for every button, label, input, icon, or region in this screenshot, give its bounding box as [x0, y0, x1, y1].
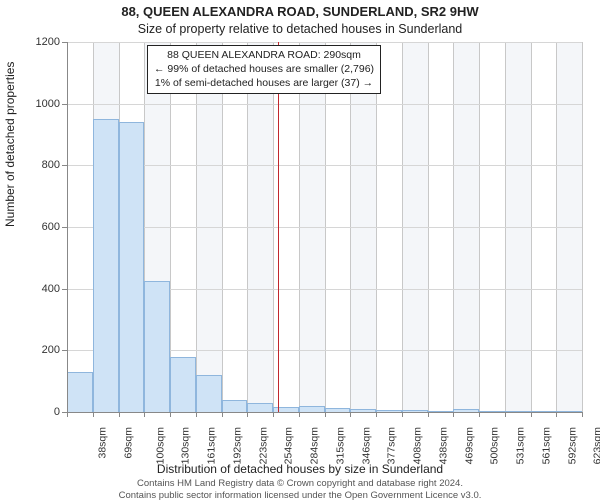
chart-title-main: 88, QUEEN ALEXANDRA ROAD, SUNDERLAND, SR…	[0, 4, 600, 19]
y-tick-label: 1000	[10, 98, 60, 110]
histogram-bar	[196, 375, 222, 412]
x-tick-label: 254sqm	[283, 427, 295, 464]
x-tick-mark	[144, 412, 145, 417]
x-tick-mark	[350, 412, 351, 417]
plot-area	[67, 42, 582, 412]
histogram-bar	[247, 403, 273, 412]
grid-line-horizontal	[67, 42, 582, 43]
x-tick-mark	[479, 412, 480, 417]
y-tick-label: 800	[10, 159, 60, 171]
histogram-bar	[222, 400, 248, 412]
x-tick-mark	[67, 412, 68, 417]
histogram-bar	[170, 357, 196, 413]
y-tick-label: 200	[10, 344, 60, 356]
x-tick-label: 531sqm	[514, 427, 526, 464]
x-tick-mark	[582, 412, 583, 417]
annotation-line-2: ← 99% of detached houses are smaller (2,…	[154, 62, 374, 76]
y-axis-line	[67, 42, 68, 412]
grid-line-vertical	[582, 42, 583, 412]
chart-title-sub: Size of property relative to detached ho…	[0, 22, 600, 36]
annotation-line-3: 1% of semi-detached houses are larger (3…	[154, 76, 374, 90]
x-tick-label: 438sqm	[437, 427, 449, 464]
annotation-line-1: 88 QUEEN ALEXANDRA ROAD: 290sqm	[154, 48, 374, 62]
x-tick-label: 161sqm	[205, 427, 217, 464]
x-tick-label: 284sqm	[308, 427, 320, 464]
x-tick-label: 561sqm	[540, 427, 552, 464]
x-tick-mark	[428, 412, 429, 417]
x-tick-mark	[273, 412, 274, 417]
x-tick-mark	[402, 412, 403, 417]
marker-line	[278, 42, 280, 412]
x-tick-mark	[119, 412, 120, 417]
grid-line-horizontal	[67, 165, 582, 166]
footer-line-2: Contains public sector information licen…	[0, 490, 600, 501]
x-tick-label: 223sqm	[257, 427, 269, 464]
x-tick-mark	[196, 412, 197, 417]
x-axis-label: Distribution of detached houses by size …	[0, 462, 600, 476]
x-tick-label: 592sqm	[566, 427, 578, 464]
x-tick-mark	[556, 412, 557, 417]
y-axis-label: Number of detached properties	[3, 62, 17, 227]
y-tick-label: 1200	[10, 36, 60, 48]
x-tick-label: 346sqm	[360, 427, 372, 464]
histogram-bar	[67, 372, 93, 412]
y-tick-label: 0	[10, 406, 60, 418]
x-tick-mark	[505, 412, 506, 417]
histogram-bar	[144, 281, 170, 412]
x-tick-label: 192sqm	[231, 427, 243, 464]
y-tick-label: 400	[10, 283, 60, 295]
x-tick-label: 69sqm	[122, 427, 134, 459]
grid-line-horizontal	[67, 104, 582, 105]
x-tick-label: 315sqm	[334, 427, 346, 464]
x-tick-mark	[325, 412, 326, 417]
x-tick-mark	[93, 412, 94, 417]
x-tick-mark	[222, 412, 223, 417]
x-tick-mark	[531, 412, 532, 417]
x-tick-mark	[376, 412, 377, 417]
annotation-box: 88 QUEEN ALEXANDRA ROAD: 290sqm ← 99% of…	[147, 45, 381, 94]
x-tick-label: 38sqm	[97, 427, 109, 459]
x-tick-label: 469sqm	[463, 427, 475, 464]
histogram-bar	[119, 122, 145, 412]
x-tick-label: 100sqm	[154, 427, 166, 464]
x-tick-label: 623sqm	[592, 427, 600, 464]
x-tick-label: 408sqm	[411, 427, 423, 464]
x-tick-mark	[170, 412, 171, 417]
y-tick-label: 600	[10, 221, 60, 233]
x-tick-mark	[299, 412, 300, 417]
grid-line-horizontal	[67, 227, 582, 228]
x-tick-label: 377sqm	[386, 427, 398, 464]
x-tick-label: 500sqm	[489, 427, 501, 464]
footer-line-1: Contains HM Land Registry data © Crown c…	[0, 478, 600, 489]
histogram-bar	[93, 119, 119, 412]
x-tick-mark	[247, 412, 248, 417]
x-tick-mark	[453, 412, 454, 417]
x-tick-label: 130sqm	[180, 427, 192, 464]
